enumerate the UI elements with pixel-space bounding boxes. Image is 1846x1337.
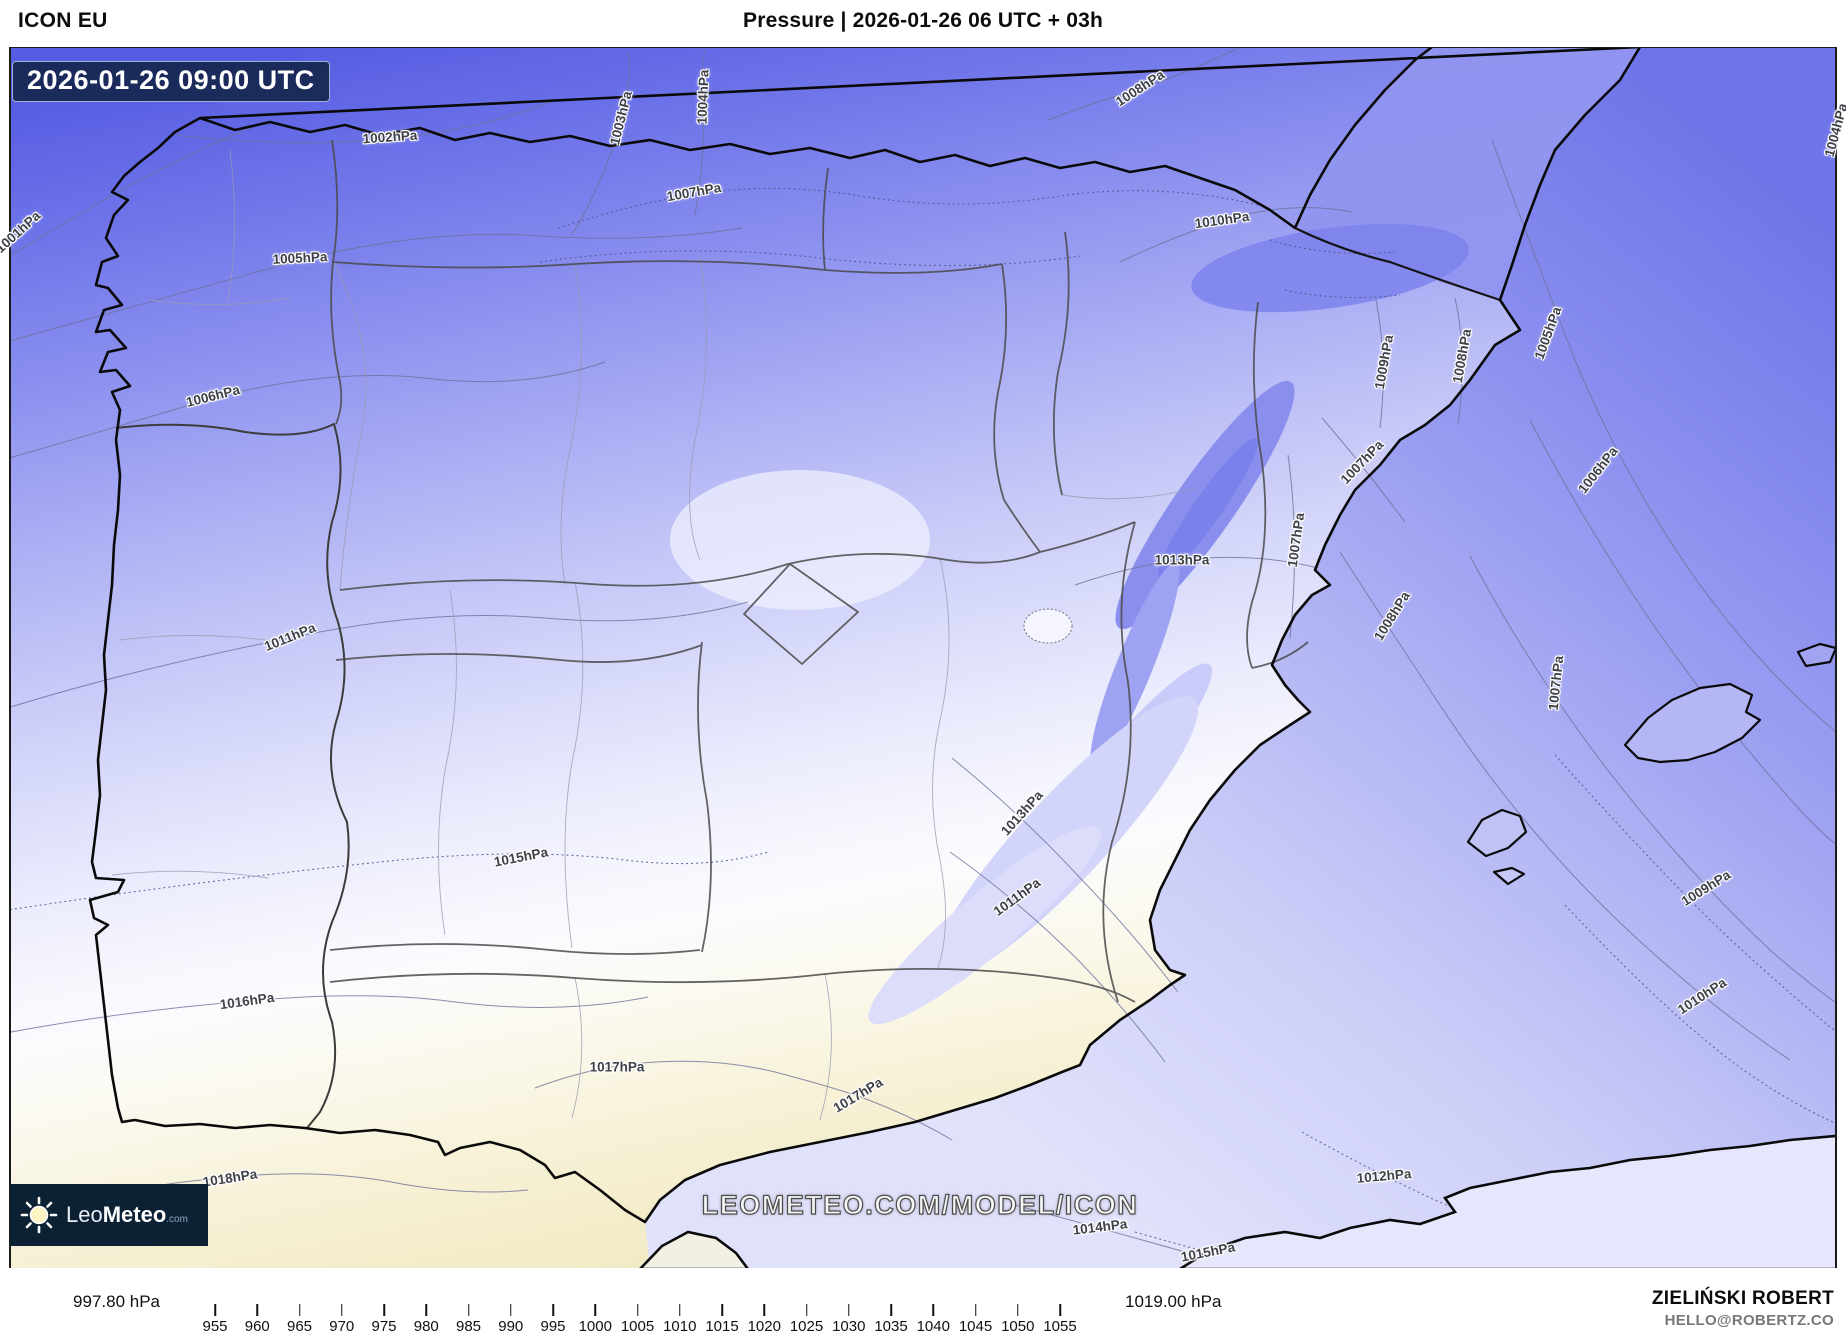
pyrenees-border [1294,227,1501,302]
colorbar-tick [890,1304,892,1316]
colorbar-tick-label: 980 [413,1318,439,1335]
portugal-spain-border [115,423,350,1129]
logo-meteo: Meteo [102,1202,167,1227]
page-title: Pressure | 2026-01-26 06 UTC + 03h [743,9,1103,32]
province-borders [111,149,1196,1121]
isobar-lines [10,47,1836,1253]
coastal-trough-tail [1090,562,1180,768]
colorbar-tick-label: 1010 [663,1318,697,1335]
colorbar-tick [214,1304,216,1316]
logo-com: .com [166,1214,188,1225]
colorbar-tick-label: 990 [498,1318,524,1335]
leometeo-logo: LeoMeteo.com [10,1184,208,1246]
credit-contact: HELLO@ROBERTZ.CO [1664,1312,1834,1329]
colorbar-tick-label: 1015 [705,1318,739,1335]
colorbar-tick [679,1304,681,1316]
central-high-pocket [670,470,930,610]
colorbar-tick [763,1304,765,1316]
colorbar-tick-label: 1035 [874,1318,908,1335]
colorbar-tick [805,1304,808,1316]
colorbar-tick [974,1304,977,1316]
colorbar-tick-label: 985 [455,1318,482,1335]
colorbar-tick [636,1304,639,1316]
colorbar-tick [425,1304,427,1316]
colorbar-tick-label: 1030 [832,1318,866,1335]
colorbar-tick [298,1304,301,1316]
colorbar-tick-label: 1055 [1043,1318,1077,1335]
colorbar-tick-label: 965 [286,1318,313,1335]
colorbar-tick [256,1304,258,1316]
credit-author: ZIELIŃSKI ROBERT [1651,1288,1834,1309]
logo-text: LeoMeteo.com [66,1202,188,1228]
colorbar-tick-label: 960 [244,1318,270,1335]
legend-bar: 997.80 hPa 1019.00 hPa 955 960 965 970 975 98… [0,1268,1846,1337]
colorbar-tick [932,1304,934,1316]
colorbar-tick-label: 1045 [958,1318,993,1335]
colorbar-tick [1059,1304,1061,1316]
colorbar-tick [594,1304,596,1316]
colorbar-tick [1017,1304,1019,1316]
model-name: ICON EU [18,9,108,32]
africa-land [1177,1134,1836,1269]
valencia-trough-core [1157,437,1259,579]
balearic-islands [1466,642,1836,886]
header-bar: ICON EU Pressure | 2026-01-26 06 UTC + 0… [0,0,1846,47]
colorbar-tick-label: 1000 [578,1318,612,1335]
colorbar-tick [721,1304,723,1316]
colorbar-tick [467,1304,470,1316]
legend-max-value: 1019.00 hPa [1125,1292,1222,1311]
colorbar-tick-label: 995 [540,1318,566,1335]
colorbar-tick-label: 1050 [1001,1318,1035,1335]
mediterranean-sea-shading [645,47,1836,1269]
valid-time-badge: 2026-01-26 09:00 UTC [12,61,330,102]
colorbar-tick [341,1304,343,1316]
colorbar-tick-label: 1025 [789,1318,824,1335]
iberia-coastline [88,47,1642,1224]
morocco-strait-tip [638,1230,750,1269]
colorbar-tick-label: 1005 [620,1318,655,1335]
colorbar-tick-label: 955 [202,1318,228,1335]
sun-icon [20,1196,58,1234]
colorbar-tick-label: 1020 [747,1318,781,1335]
logo-leo: Leo [66,1202,103,1227]
colorbar-tick-label: 1040 [916,1318,950,1335]
dotted-pocket [1023,608,1073,644]
pyrenees-low-patch [1191,223,1469,313]
colorbar-tick [848,1304,850,1316]
legend-min-value: 997.80 hPa [73,1292,160,1311]
se-band-3 [868,825,1102,1025]
colorbar-tick-label: 975 [371,1318,397,1335]
colorbar-tick [383,1304,385,1316]
region-borders [329,139,1309,1003]
colorbar-tick-label: 970 [329,1318,355,1335]
watermark: LEOMETEO.COM/MODEL/ICON [701,1189,1139,1220]
colorbar-tick [552,1304,554,1316]
colorbar-tick [510,1304,512,1316]
